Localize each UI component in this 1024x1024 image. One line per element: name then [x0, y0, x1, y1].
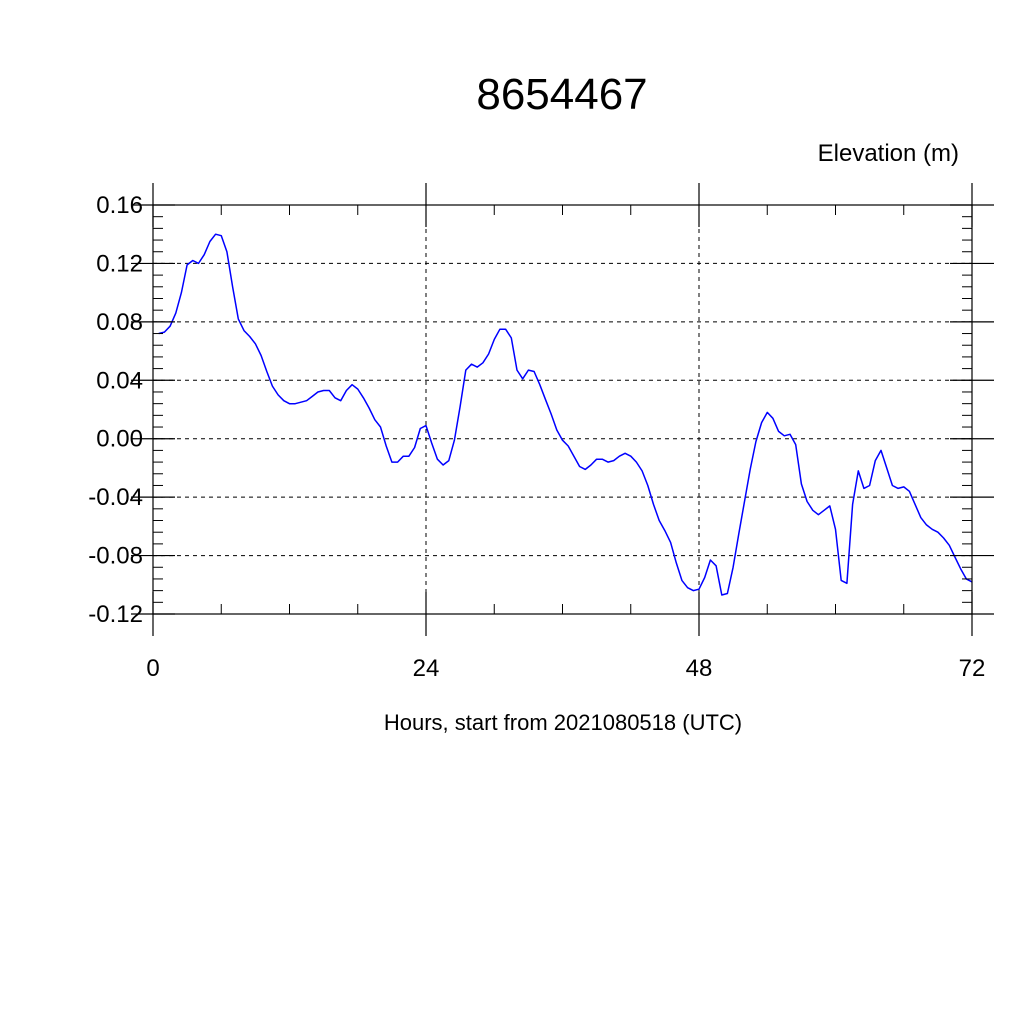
y-axis-label: Elevation (m) [818, 140, 959, 167]
x-tick-label: 48 [686, 655, 713, 682]
y-tick-label: 0.12 [96, 250, 143, 277]
x-axis-label: Hours, start from 2021080518 (UTC) [384, 710, 742, 735]
chart-title: 8654467 [476, 70, 647, 119]
data-series [158, 233, 973, 596]
axis-tick-labels: -0.12 -0.08 -0.04 0.00 0.04 0.08 0.12 0.16 0 24 48… [88, 192, 985, 682]
series-line [158, 233, 973, 596]
x-tick-label: 24 [413, 655, 440, 682]
y-tick-label: 0.00 [96, 426, 143, 453]
y-tick-label: 0.04 [96, 367, 143, 394]
x-tick-label: 0 [146, 655, 159, 682]
y-tick-label: 0.08 [96, 309, 143, 336]
x-tick-label: 72 [959, 655, 986, 682]
y-tick-label: -0.12 [88, 601, 143, 628]
axis-ticks [131, 183, 994, 636]
y-tick-label: -0.04 [88, 484, 143, 511]
y-tick-label: 0.16 [96, 192, 143, 219]
y-tick-label: -0.08 [88, 543, 143, 570]
